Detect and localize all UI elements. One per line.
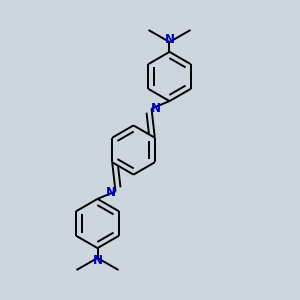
Text: N: N: [106, 185, 116, 199]
Text: N: N: [164, 33, 175, 46]
Text: N: N: [151, 101, 161, 115]
Text: N: N: [92, 254, 103, 267]
